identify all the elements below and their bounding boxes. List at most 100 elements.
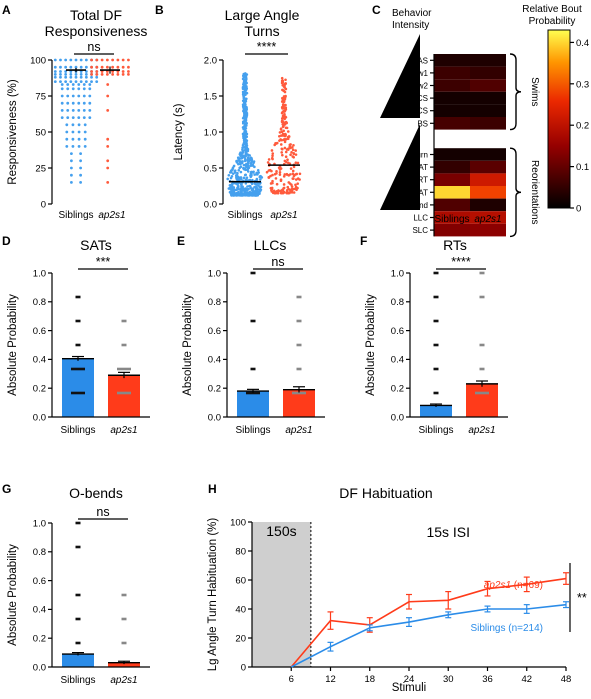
panel-b-point-ap2s1 — [283, 132, 287, 136]
panel-h-x-tick-label: 12 — [325, 674, 336, 685]
panel-f-point-ap2s1 — [479, 271, 485, 275]
panel-b-point-siblings — [234, 192, 237, 196]
panel-b-point-siblings — [228, 190, 232, 194]
panel-h-shade — [252, 522, 311, 667]
panel-a-point-siblings — [60, 101, 64, 105]
panel-g-point-ap2s1 — [121, 641, 127, 645]
panel-b-point-ap2s1 — [286, 158, 289, 162]
panel-f-point-siblings — [433, 271, 439, 275]
panel-b-point-ap2s1 — [281, 125, 285, 129]
panel-a-point-siblings — [74, 58, 78, 62]
panel-c-behavior-label: Intensity — [392, 20, 429, 31]
panel-a-point-ap2s1 — [95, 58, 99, 62]
panel-b-point-siblings — [242, 126, 245, 129]
panel-b-point-ap2s1 — [274, 190, 277, 194]
panel-c-colorbar-tick-label: 0.1 — [576, 162, 589, 173]
panel-a-point-ap2s1 — [121, 58, 125, 62]
panel-b-point-siblings — [235, 188, 238, 192]
panel-b-point-ap2s1 — [281, 188, 284, 192]
panel-c-cell-j-turn — [470, 148, 506, 161]
panel-d-y-tick-label: 0.4 — [33, 355, 46, 366]
panel-c-group-swims: Swims — [529, 77, 540, 106]
panel-a-point-siblings — [66, 83, 70, 86]
panel-a-point-siblings — [53, 80, 57, 83]
panel-b-point-siblings — [241, 143, 245, 147]
panel-b-point-ap2s1 — [292, 191, 296, 194]
panel-b-ylabel: Latency (s) — [173, 103, 185, 160]
panel-g-point-siblings — [75, 617, 81, 621]
panel-a-point-siblings — [70, 173, 73, 177]
panel-b-point-siblings — [226, 177, 229, 181]
panel-b-point-ap2s1 — [285, 121, 289, 125]
panel-b-point-ap2s1 — [278, 170, 282, 174]
panel-a-point-siblings — [60, 94, 64, 98]
panel-a-point-siblings — [79, 159, 82, 163]
panel-b-point-ap2s1 — [289, 143, 292, 146]
panel-b-point-ap2s1 — [284, 108, 288, 111]
panel-c-cell-as — [470, 54, 506, 67]
panel-c-cell-rt — [434, 173, 470, 186]
panel-b-point-siblings — [256, 168, 260, 172]
panel-a-point-siblings — [82, 116, 86, 119]
panel-e-sig-label: ns — [271, 255, 284, 269]
panel-g-y-tick-label: 0.2 — [33, 634, 46, 645]
panel-b-point-ap2s1 — [280, 117, 284, 120]
panel-b-point-ap2s1 — [267, 169, 271, 172]
panel-b-point-siblings — [239, 170, 243, 174]
panel-a-point-siblings — [82, 101, 86, 105]
panel-b-point-ap2s1 — [296, 182, 300, 185]
panel-a-point-siblings — [88, 87, 92, 91]
panel-b-point-ap2s1 — [296, 177, 300, 180]
panel-b-point-siblings — [259, 185, 263, 189]
panel-c-cell-bs — [470, 117, 506, 130]
panel-a-point-siblings — [82, 87, 86, 91]
panel-b-point-siblings — [232, 191, 235, 195]
panel-e-point-ap2s1 — [296, 343, 302, 347]
panel-b-point-siblings — [244, 98, 247, 101]
panel-b-point-ap2s1 — [280, 76, 284, 80]
panel-c-cell-slow1 — [470, 66, 506, 80]
panel-d-point-siblings — [75, 295, 81, 299]
panel-d-y-tick-label: 1.0 — [33, 268, 46, 279]
panel-a-point-siblings — [71, 87, 75, 91]
panel-a-point-ap2s1 — [106, 166, 110, 170]
panel-b-point-siblings — [245, 144, 248, 147]
panel-c-cell-llc — [434, 211, 470, 224]
panel-b-point-ap2s1 — [281, 153, 284, 157]
panel-a-point-siblings — [77, 87, 81, 91]
panel-d-point-ap2s1 — [117, 391, 131, 395]
panel-a-point-siblings — [82, 94, 86, 98]
panel-a-point-siblings — [88, 109, 92, 112]
panel-b-point-siblings — [245, 176, 249, 180]
panel-h-line-siblings — [290, 603, 567, 668]
panel-b-point-siblings — [241, 146, 244, 149]
panel-a-point-siblings — [84, 65, 88, 69]
panel-b-xcat-siblings: Siblings — [227, 210, 262, 221]
panel-b-point-ap2s1 — [292, 177, 295, 180]
panel-c-colorbar-tick-label: 0.2 — [576, 121, 589, 132]
panel-h-xlabel: Stimuli — [392, 682, 427, 694]
panel-a-point-siblings — [64, 73, 68, 76]
panel-b-y-tick-label: 2.0 — [204, 55, 217, 66]
panel-b-point-ap2s1 — [281, 147, 284, 151]
panel-c-cell-llc — [470, 211, 506, 224]
panel-g-ylabel: Absolute Probability — [7, 544, 19, 646]
panel-h-x-tick-label: 18 — [364, 674, 375, 685]
panel-c-cell-bs — [434, 117, 470, 130]
panel-d-point-siblings — [71, 367, 85, 371]
panel-a-title-line: Total DF — [70, 7, 122, 23]
panel-b-point-siblings — [244, 93, 247, 97]
panel-b-point-ap2s1 — [279, 179, 283, 183]
panel-a-point-siblings — [71, 83, 75, 86]
panel-b-point-siblings — [254, 183, 258, 186]
panel-a-point-ap2s1 — [100, 58, 104, 62]
panel-b-point-siblings — [253, 173, 256, 176]
panel-b-point-siblings — [259, 178, 262, 181]
panel-b-point-ap2s1 — [282, 107, 286, 110]
panel-b-point-ap2s1 — [279, 127, 283, 131]
panel-b-point-ap2s1 — [294, 149, 297, 152]
panel-b-point-ap2s1 — [294, 185, 298, 189]
panel-b-point-ap2s1 — [285, 126, 289, 130]
panel-a-point-ap2s1 — [106, 83, 110, 86]
panel-b-point-ap2s1 — [286, 137, 290, 141]
